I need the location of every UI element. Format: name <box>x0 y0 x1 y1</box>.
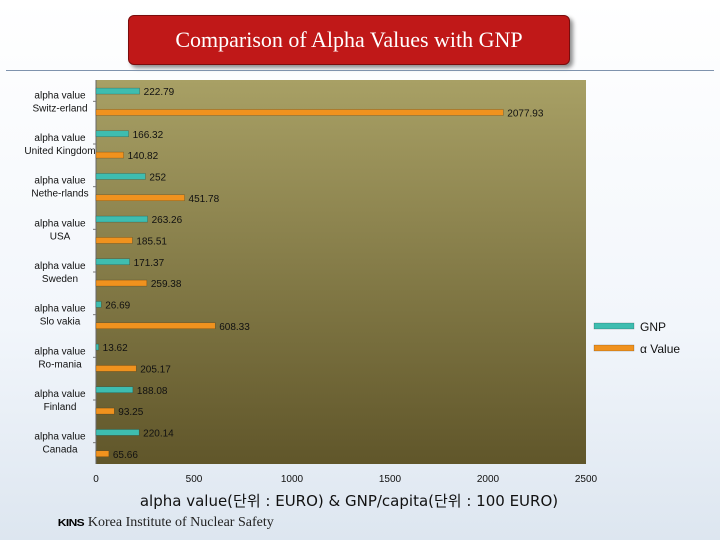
alpha-bar <box>95 109 504 116</box>
gnp-value-label: 26.69 <box>105 300 130 311</box>
category-label: alpha value Slo vakia <box>34 304 86 328</box>
category-label: alpha value Nethe-rlands <box>31 176 88 200</box>
gnp-bar <box>95 215 148 223</box>
chart-title: Comparison of Alpha Values with GNP <box>175 27 523 52</box>
category-label-line: alpha value <box>34 389 86 400</box>
chart-title-box: Comparison of Alpha Values with GNP <box>128 15 570 65</box>
x-tick-label: 1000 <box>281 474 304 485</box>
gnp-value-label: 171.37 <box>134 258 165 269</box>
gnp-bar <box>95 87 140 95</box>
category-label-line: alpha value <box>34 176 86 187</box>
x-tick-label: 0 <box>93 474 99 485</box>
gnp-bar <box>95 173 146 180</box>
alpha-value-label: 65.66 <box>113 450 138 461</box>
x-tick-label: 500 <box>186 474 203 485</box>
alpha-value-label: 140.82 <box>128 151 159 162</box>
category-label-line: Ro-mania <box>38 359 82 370</box>
gnp-value-label: 166.32 <box>133 130 164 141</box>
gnp-bar <box>95 258 130 266</box>
alpha-value-label: 451.78 <box>189 194 220 205</box>
alpha-bar <box>95 237 133 244</box>
gnp-value-label: 13.62 <box>103 343 128 354</box>
category-label: alpha value Switz-erland <box>32 90 87 114</box>
category-label-line: Canada <box>42 445 77 456</box>
category-label-line: United Kingdom <box>24 146 95 157</box>
category-label-line: Sweden <box>42 274 78 285</box>
gnp-value-label: 263.26 <box>152 215 183 226</box>
alpha-value-label: 259.38 <box>151 279 182 290</box>
alpha-bar <box>95 151 124 159</box>
gnp-bar <box>95 130 129 138</box>
category-label-line: Slo vakia <box>40 317 81 328</box>
alpha-value-label: 93.25 <box>118 407 143 418</box>
alpha-bar <box>95 450 110 458</box>
category-label-line: Finland <box>44 402 77 413</box>
plot-area <box>96 80 586 464</box>
institute-name: Korea Institute of Nuclear Safety <box>87 515 274 530</box>
footer: KINS Korea Institute of Nuclear Safety <box>57 515 274 531</box>
category-label: alpha value Finland <box>34 389 86 413</box>
gnp-bar <box>95 429 140 436</box>
alpha-bar <box>95 194 185 202</box>
category-label: alpha value United Kingdom <box>24 133 95 157</box>
category-label: alpha value USA <box>34 218 86 242</box>
legend-alpha-label: α Value <box>640 342 680 356</box>
alpha-bar <box>95 365 137 372</box>
alpha-value-label: 185.51 <box>136 236 167 247</box>
gnp-bar <box>95 343 99 351</box>
category-label-line: alpha value <box>34 432 86 443</box>
alpha-value-label: 608.33 <box>219 322 250 333</box>
x-tick-label: 1500 <box>379 474 402 485</box>
category-label: alpha value Canada <box>34 432 86 456</box>
header-divider <box>6 70 714 71</box>
category-label: alpha value Ro-mania <box>34 346 86 370</box>
gnp-bar <box>95 386 134 394</box>
alpha-value-label: 205.17 <box>140 364 171 375</box>
legend-alpha-swatch <box>593 344 635 352</box>
category-label-line: Nethe-rlands <box>31 189 88 200</box>
category-label-line: USA <box>50 231 71 242</box>
category-label-line: alpha value <box>34 304 86 315</box>
alpha-bar <box>95 407 115 415</box>
gnp-bar <box>95 301 102 308</box>
alpha-bar <box>95 322 216 330</box>
gnp-value-label: 188.08 <box>137 386 168 397</box>
category-label-line: alpha value <box>34 346 86 357</box>
x-tick-label: 2000 <box>477 474 500 485</box>
gnp-value-label: 252 <box>149 172 166 183</box>
category-label-line: alpha value <box>34 90 86 101</box>
alpha-value-label: 2077.93 <box>507 108 544 119</box>
legend-gnp-label: GNP <box>640 320 666 334</box>
category-label-line: alpha value <box>34 133 86 144</box>
alpha-bar <box>95 279 148 287</box>
category-label-line: alpha value <box>34 218 86 229</box>
gnp-value-label: 220.14 <box>143 428 174 439</box>
legend-gnp-swatch <box>593 322 635 330</box>
x-axis-label: alpha value(단위 : EURO) & GNP/capita(단위 :… <box>140 492 558 510</box>
x-tick-label: 2500 <box>575 474 598 485</box>
gnp-value-label: 222.79 <box>144 87 175 98</box>
category-label: alpha value Sweden <box>34 261 86 285</box>
category-label-line: Switz-erland <box>32 103 87 114</box>
kins-logo: KINS <box>57 517 85 529</box>
category-label-line: alpha value <box>34 261 86 272</box>
